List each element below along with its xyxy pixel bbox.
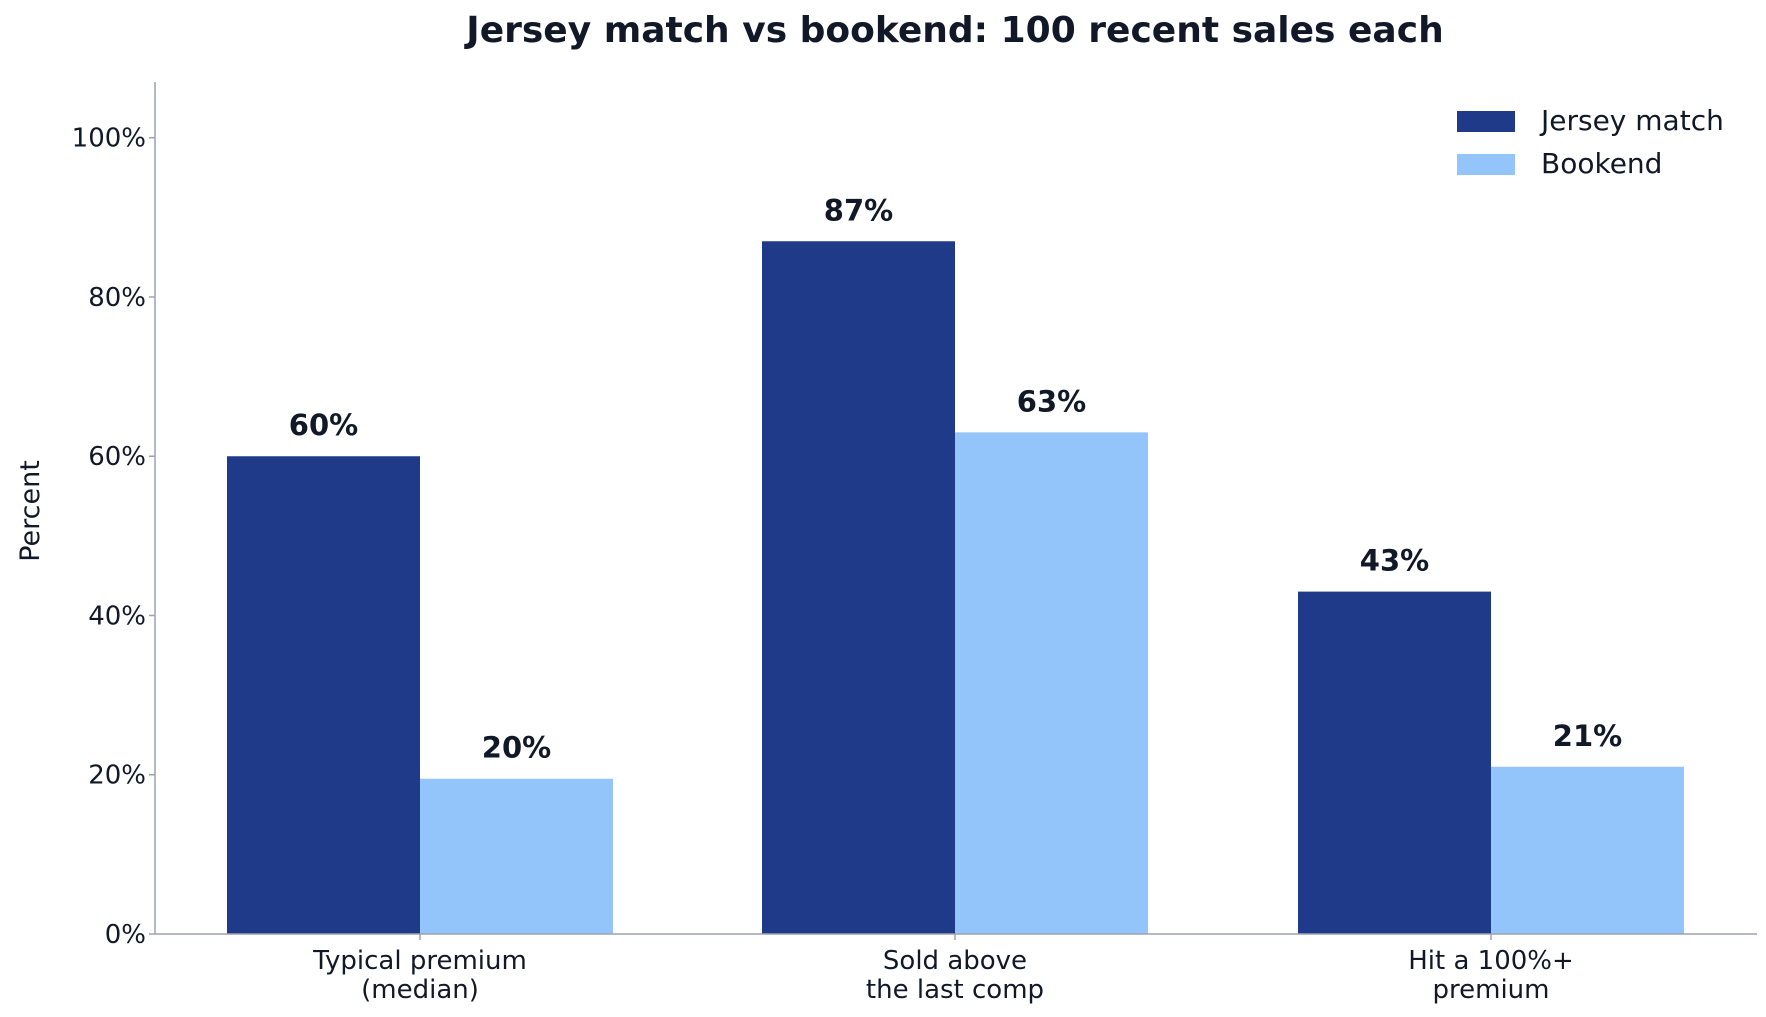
bar-jersey-match-2	[762, 241, 955, 935]
bar-jersey-match-1	[227, 456, 420, 934]
y-tick-label: 100%	[72, 124, 146, 154]
y-tick-label: 0%	[105, 920, 146, 950]
bar-jersey-match-3	[1298, 591, 1491, 934]
legend-swatch-jersey-match	[1457, 111, 1515, 132]
x-tick-label: Sold above the last comp	[866, 946, 1044, 1005]
legend-swatch-bookend	[1457, 154, 1515, 175]
plot-area: 60% 87% 43% 20% 63% 21% 0% 20% 40% 60% 80% 100% Typi…	[72, 82, 1757, 1005]
data-label-jersey-match-1: 60%	[289, 408, 358, 442]
x-tick-label: Hit a 100%+ premium	[1408, 946, 1574, 1005]
data-label-jersey-match-3: 43%	[1360, 544, 1429, 578]
chart-title: Jersey match vs bookend: 100 recent sale…	[463, 10, 1443, 51]
y-tick-label: 40%	[88, 601, 146, 631]
bar-bookend-1	[420, 778, 613, 934]
bar-bookend-2	[955, 432, 1148, 934]
bar-bookend-3	[1491, 766, 1684, 934]
x-tick-label-line: the last comp	[866, 975, 1044, 1005]
x-tick-label-line: premium	[1433, 975, 1550, 1005]
legend-label-jersey-match: Jersey match	[1539, 104, 1724, 137]
legend: Jersey match Bookend	[1457, 104, 1724, 180]
x-tick-label-line: Sold above	[883, 946, 1027, 976]
y-tick-label: 60%	[88, 442, 146, 472]
y-tick-label: 80%	[88, 283, 146, 313]
x-tick-label: Typical premium (median)	[312, 946, 527, 1005]
data-label-bookend-1: 20%	[482, 731, 551, 765]
legend-label-bookend: Bookend	[1541, 147, 1662, 180]
data-label-bookend-2: 63%	[1017, 384, 1086, 418]
x-tick-label-line: Hit a 100%+	[1408, 946, 1574, 976]
data-label-jersey-match-2: 87%	[824, 193, 893, 227]
data-label-bookend-3: 21%	[1553, 719, 1622, 753]
y-axis-label: Percent	[15, 460, 46, 562]
x-tick-label-line: (median)	[361, 975, 479, 1005]
x-tick-label-line: Typical premium	[312, 946, 527, 976]
y-tick-label: 20%	[88, 761, 146, 791]
